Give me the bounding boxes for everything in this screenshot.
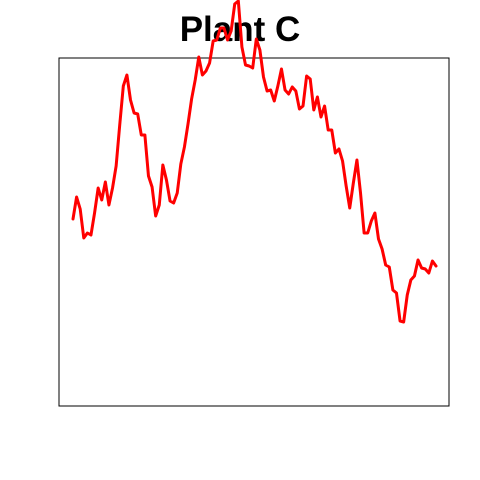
- plot-frame: [58, 57, 450, 407]
- series-layer: [71, 0, 438, 324]
- series-line-1: [71, 0, 438, 324]
